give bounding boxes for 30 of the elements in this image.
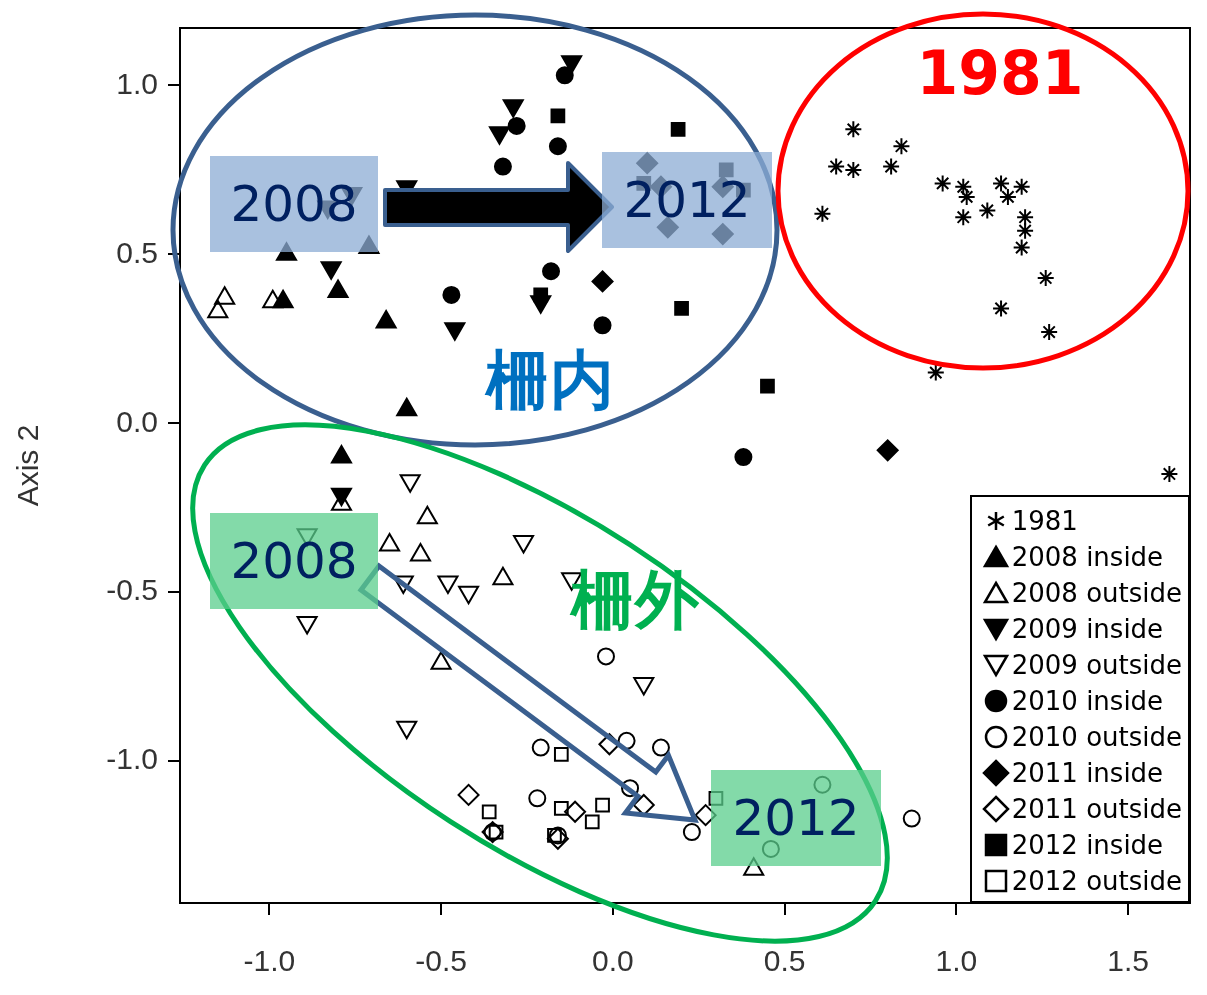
x-tick-label: -0.5 [415, 944, 467, 978]
x-tick-label: 1.0 [935, 944, 978, 978]
annotation: 2012 [602, 152, 772, 248]
y-tick-label: 0.5 [116, 235, 158, 269]
legend-label: 2008 inside [1011, 541, 1164, 574]
y-tick-label: -1.0 [106, 742, 158, 776]
legend-label: 2011 inside [1011, 757, 1164, 790]
legend-label: 2010 outside [1011, 721, 1182, 754]
x-tick-label: -1.0 [243, 944, 296, 978]
annotation: 2008 [210, 513, 378, 609]
annotation: 柵外 [569, 561, 700, 639]
x-tick-label: 0.0 [592, 944, 634, 978]
y-tick-label: 1.0 [116, 66, 158, 100]
x-tick-label: 0.5 [763, 944, 806, 978]
legend-label: 2012 inside [1011, 829, 1164, 862]
annotation: 柵内 [484, 341, 615, 419]
legend-label: 2009 outside [1011, 649, 1182, 682]
annotation: 1981 [915, 38, 1085, 108]
annotation: 2012 [711, 770, 881, 866]
x-tick-label: 1.5 [1107, 944, 1150, 978]
y-tick-label: 0.0 [116, 404, 158, 438]
legend-label: 2009 inside [1011, 613, 1164, 646]
legend-label: 2010 inside [1011, 685, 1164, 718]
y-axis-title: Axis 2 [11, 424, 45, 507]
legend-label: 2011 outside [1011, 793, 1182, 826]
legend-label: 2008 outside [1011, 577, 1182, 610]
legend-label: 1981 [1011, 505, 1078, 538]
annotation: 2008 [210, 156, 378, 252]
y-tick-label: -0.5 [106, 573, 158, 607]
legend-label: 2012 outside [1011, 865, 1182, 898]
